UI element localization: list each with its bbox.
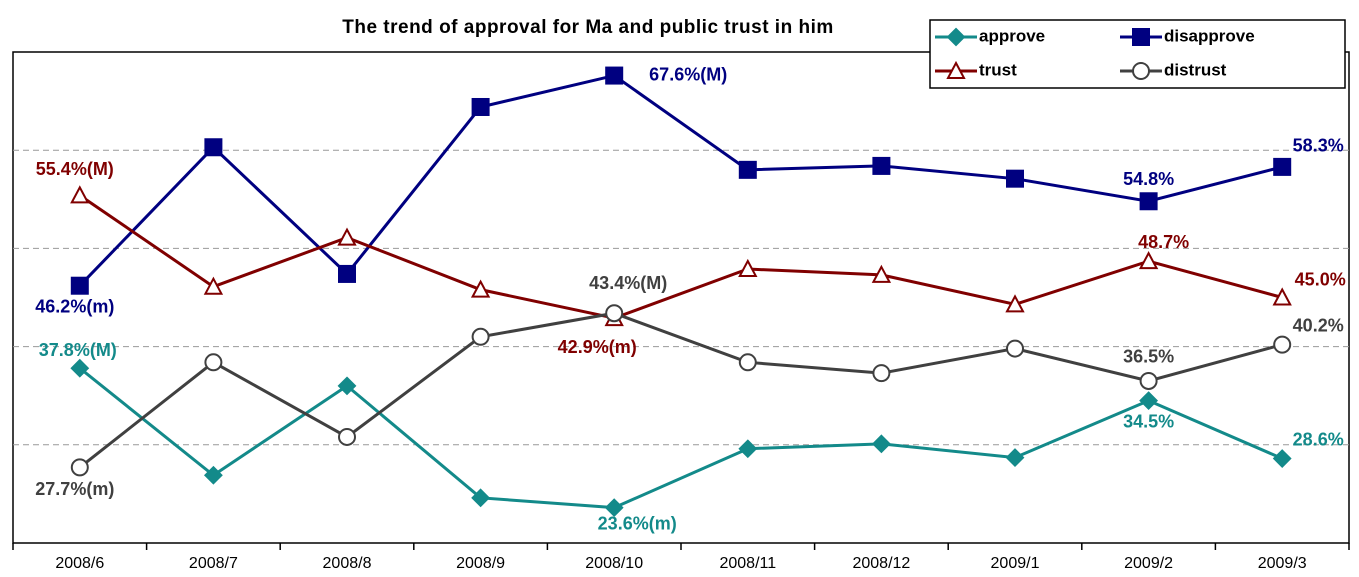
- marker: [470, 279, 491, 298]
- marker: [605, 66, 624, 85]
- marker: [738, 160, 757, 179]
- marker: [70, 276, 89, 295]
- series-line: [78, 367, 1283, 510]
- marker: [1273, 335, 1292, 354]
- marker: [1139, 391, 1159, 411]
- marker: [872, 156, 891, 175]
- marker: [338, 264, 356, 283]
- marker: [738, 439, 758, 459]
- value-label: 58.3%: [1293, 136, 1344, 156]
- x-tick-label: 2008/11: [719, 555, 776, 572]
- marker: [872, 364, 891, 383]
- marker: [70, 458, 89, 477]
- marker: [204, 138, 223, 157]
- marker: [471, 327, 490, 346]
- value-label: 67.6%(M): [649, 64, 727, 84]
- series-line: [78, 73, 1283, 287]
- marker: [1005, 294, 1025, 313]
- chart-title: The trend of approval for Ma and public …: [342, 17, 834, 38]
- series-line: [78, 194, 1283, 320]
- value-label: 28.6%: [1293, 429, 1344, 449]
- marker: [70, 358, 90, 378]
- marker: [1132, 62, 1150, 80]
- value-label: 36.5%: [1123, 347, 1174, 367]
- marker: [1006, 339, 1024, 358]
- legend-label: trust: [979, 60, 1017, 79]
- marker: [871, 434, 891, 454]
- marker: [471, 488, 491, 508]
- value-label: 37.8%(M): [39, 340, 117, 360]
- value-label: 48.7%: [1138, 232, 1189, 252]
- marker: [1138, 251, 1159, 270]
- x-tick-label: 2008/10: [585, 555, 643, 572]
- legend-label: disapprove: [1164, 26, 1255, 45]
- marker: [203, 465, 223, 485]
- x-tick-label: 2009/1: [991, 555, 1040, 572]
- x-tick-label: 2008/8: [323, 555, 372, 572]
- marker: [1132, 28, 1150, 46]
- marker: [1139, 192, 1158, 211]
- value-label: 43.4%(M): [589, 273, 667, 293]
- x-tick-label: 2008/12: [852, 555, 910, 572]
- marker: [871, 264, 892, 283]
- marker: [70, 185, 90, 204]
- marker: [1272, 449, 1292, 468]
- value-label: 42.9%(m): [558, 337, 637, 357]
- marker: [1139, 371, 1158, 390]
- marker: [946, 60, 966, 79]
- value-label: 27.7%(m): [35, 479, 114, 499]
- x-tick-label: 2009/2: [1124, 555, 1173, 572]
- marker: [204, 353, 223, 372]
- marker: [471, 97, 490, 116]
- series-line: [78, 311, 1283, 469]
- marker: [337, 227, 357, 246]
- marker: [605, 304, 624, 323]
- value-label: 54.8%: [1123, 169, 1174, 189]
- value-label: 45.0%: [1295, 269, 1346, 289]
- x-tick-label: 2009/3: [1258, 555, 1307, 572]
- marker: [337, 376, 357, 396]
- marker: [946, 27, 966, 47]
- marker: [1273, 157, 1292, 176]
- x-tick-label: 2008/6: [55, 555, 104, 572]
- legend-label: approve: [979, 26, 1045, 45]
- x-tick-label: 2008/9: [456, 555, 505, 572]
- marker: [203, 276, 224, 295]
- value-label: 23.6%(m): [598, 513, 677, 533]
- marker: [1272, 287, 1292, 306]
- marker: [1005, 448, 1025, 467]
- value-label: 46.2%(m): [35, 296, 114, 316]
- marker: [604, 498, 624, 518]
- legend-label: distrust: [1164, 60, 1227, 79]
- value-label: 40.2%: [1293, 315, 1344, 335]
- value-label: 34.5%: [1123, 411, 1174, 431]
- value-label: 55.4%(M): [36, 159, 114, 179]
- marker: [738, 258, 758, 278]
- marker: [338, 427, 356, 446]
- marker: [1006, 169, 1024, 188]
- x-tick-label: 2008/7: [189, 555, 238, 572]
- marker: [738, 353, 757, 372]
